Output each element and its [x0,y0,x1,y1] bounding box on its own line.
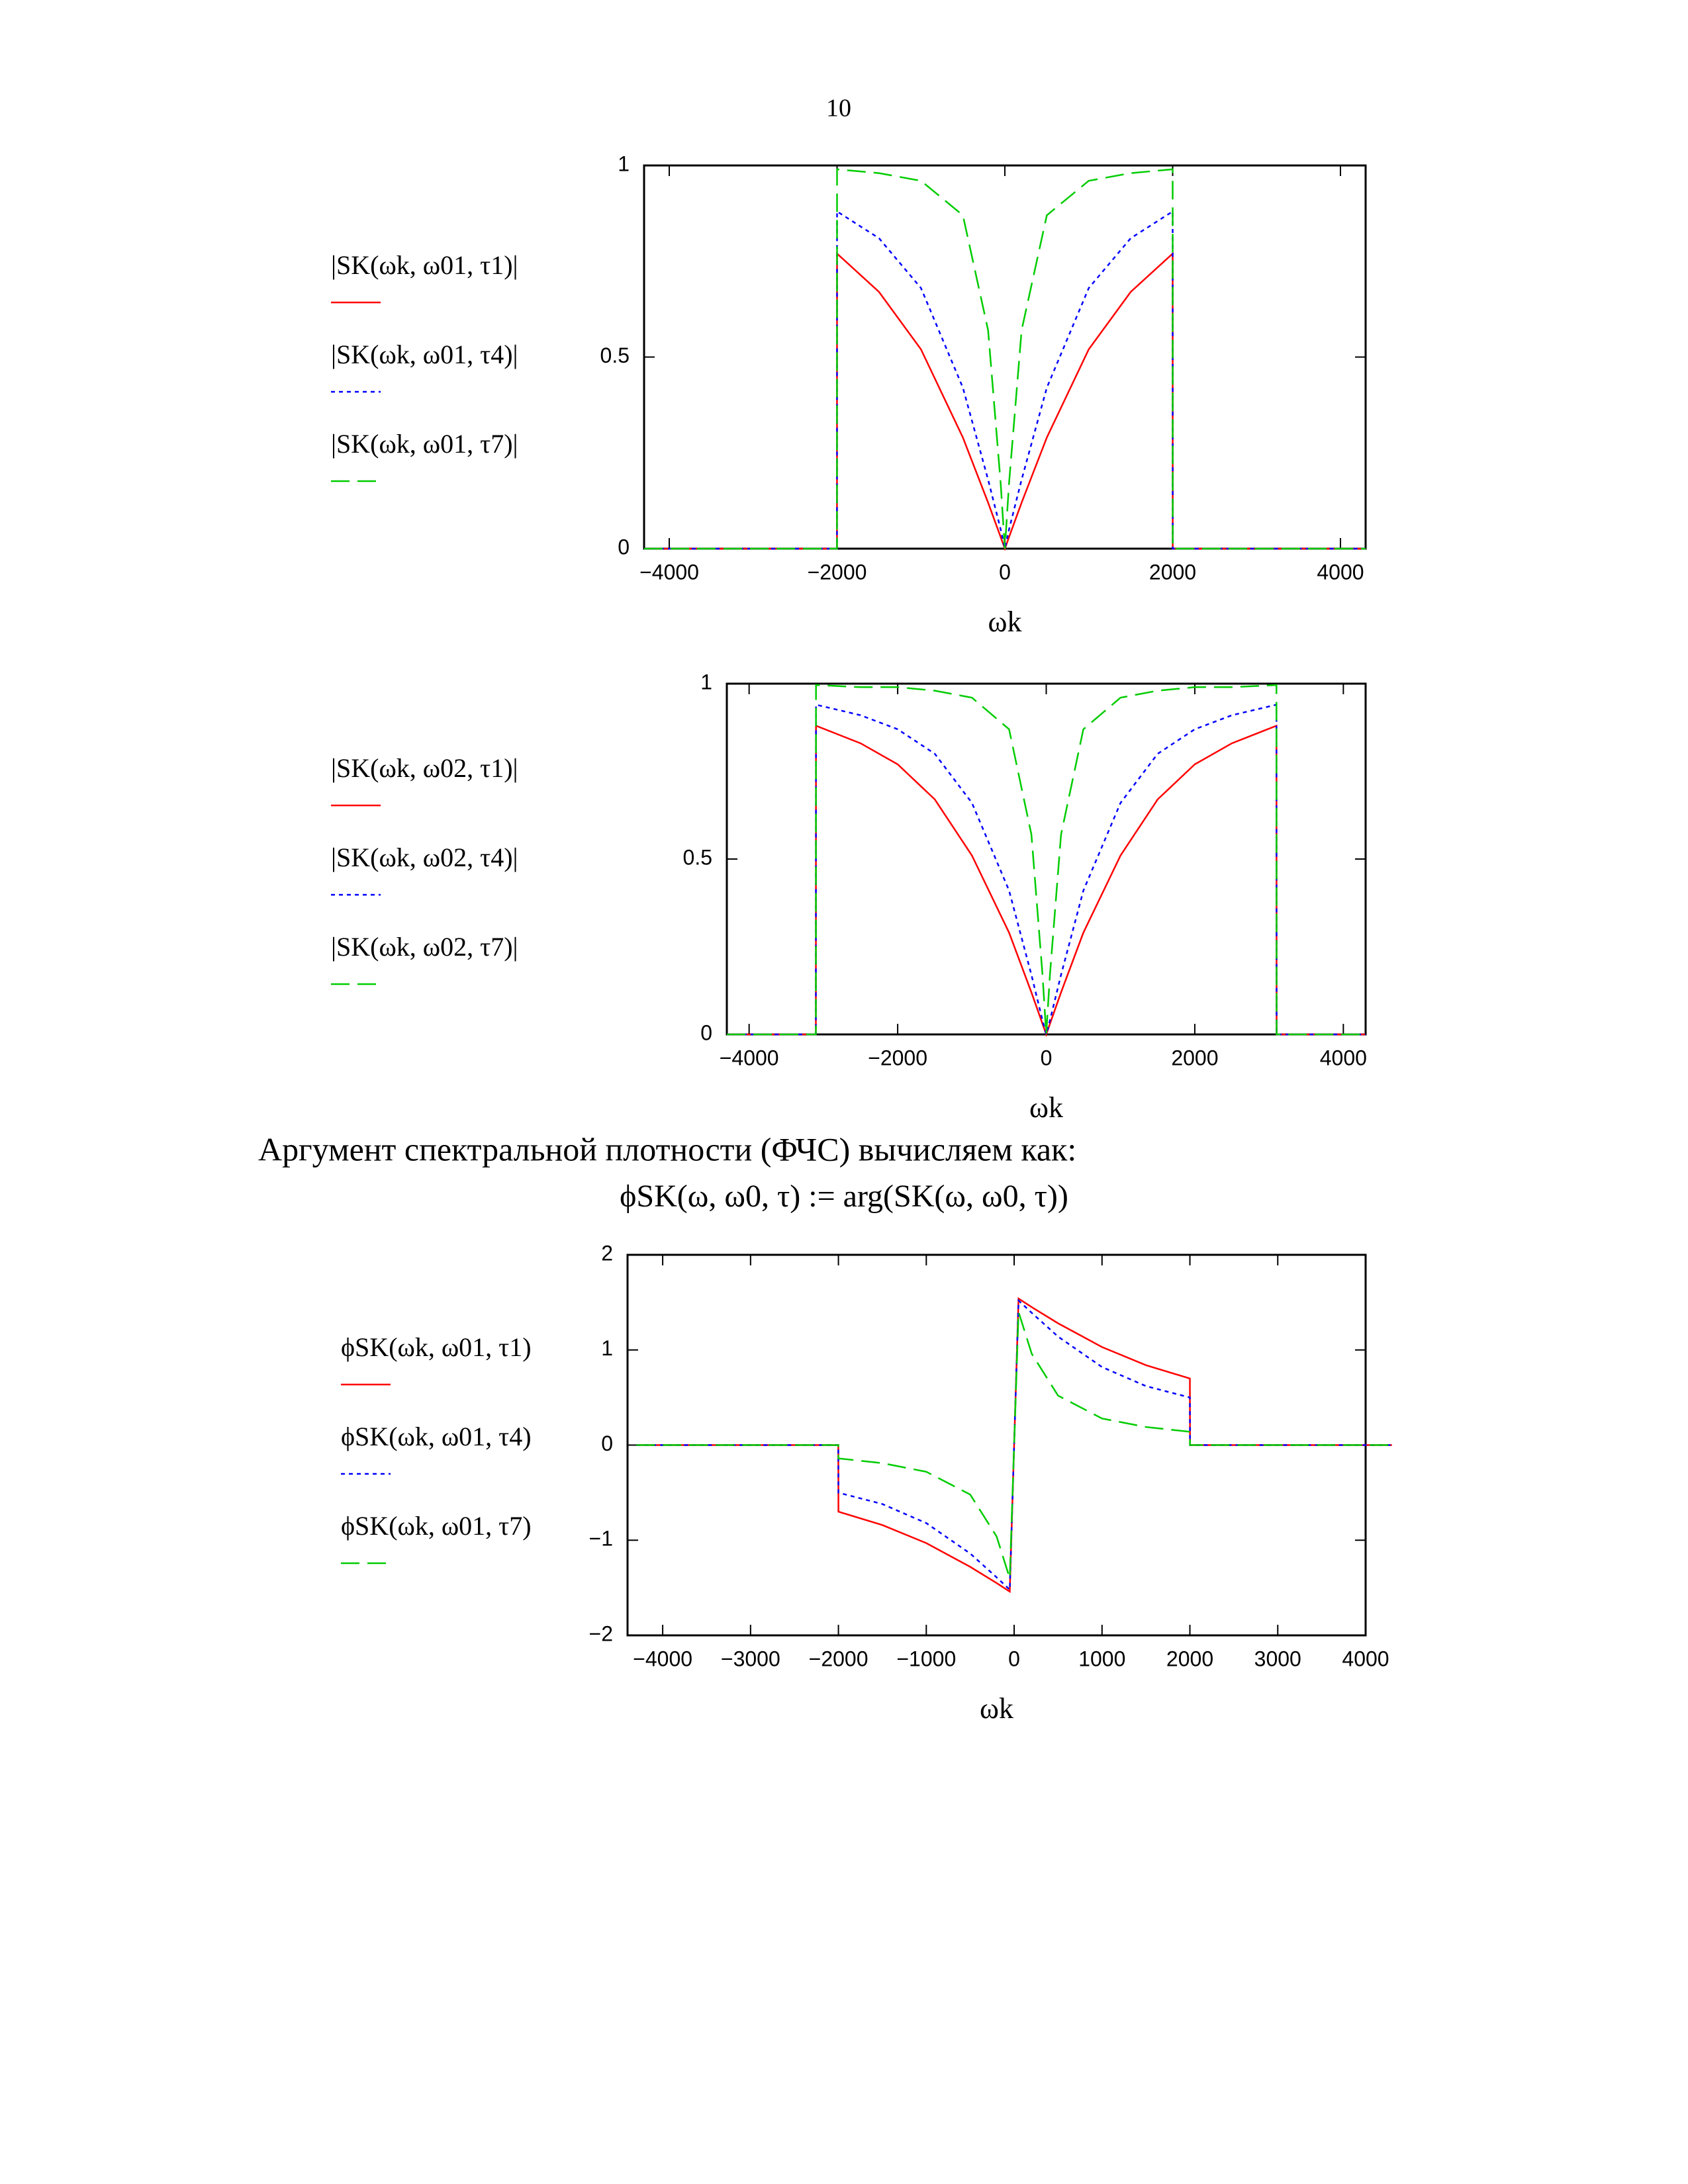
legend-label: ϕSK(ωk, ω01, τ4) [341,1422,532,1451]
x-tick-label: 4000 [1320,1046,1367,1069]
y-tick-label: 0 [601,1432,613,1455]
legend-label: ϕSK(ωk, ω01, τ1) [341,1332,532,1362]
x-tick-label: −2000 [868,1046,927,1069]
series-line [636,1297,1392,1594]
x-axis-label: ωk [980,1692,1013,1725]
legend-label: |SK(ωk, ω02, τ4)| [331,842,518,872]
x-tick-label: 4000 [1342,1647,1389,1670]
legend-label: |SK(ωk, ω01, τ1)| [331,250,518,280]
series-line [644,210,1366,550]
x-tick-label: 0 [1041,1046,1053,1069]
legend-label: ϕSK(ωk, ω01, τ7) [341,1511,532,1541]
x-tick-label: 2000 [1171,1046,1218,1069]
x-tick-label: 3000 [1254,1647,1301,1670]
y-tick-label: 1 [601,1336,613,1360]
x-tick-label: −1000 [896,1647,956,1670]
legend-label: |SK(ωk, ω01, τ7)| [331,429,518,459]
series-line [727,724,1366,1037]
y-tick-label: 0.5 [683,845,712,869]
x-axis-label: ωk [1029,1091,1063,1124]
x-tick-label: 1000 [1078,1647,1125,1670]
y-tick-label: −2 [589,1621,613,1645]
x-tick-label: 2000 [1166,1647,1213,1670]
series-line [636,1298,1392,1592]
series-line [644,168,1366,550]
legend-label: |SK(ωk, ω02, τ1)| [331,753,518,783]
series-line [727,704,1366,1038]
x-tick-label: 0 [999,560,1011,584]
y-tick-label: 0.5 [600,343,630,367]
plot-frame [643,164,1367,550]
legend-label: |SK(ωk, ω01, τ4)| [331,340,518,369]
x-tick-label: 0 [1008,1647,1020,1670]
legend-label: |SK(ωk, ω02, τ7)| [331,932,518,962]
x-tick-label: 4000 [1317,560,1364,584]
x-tick-label: −2000 [809,1647,868,1670]
x-tick-label: 2000 [1149,560,1196,584]
y-tick-label: 1 [700,670,712,694]
x-tick-label: −2000 [808,560,867,584]
page-number: 10 [826,95,851,122]
plot-frame [726,682,1367,1036]
x-tick-label: −3000 [721,1647,780,1670]
y-tick-label: −1 [589,1527,613,1551]
y-tick-label: 0 [700,1021,712,1044]
y-tick-label: 0 [618,535,630,559]
x-tick-label: −4000 [639,560,699,584]
paragraph: Аргумент спектральной плотности (ФЧС) вы… [258,1130,1076,1167]
series-line [727,684,1366,1036]
series-line [644,251,1366,551]
formula: ϕSK(ω, ω0, τ) := arg(SK(ω, ω0, τ)) [620,1179,1068,1214]
series-line [636,1311,1392,1579]
y-tick-label: 1 [618,152,630,175]
x-axis-label: ωk [988,606,1022,638]
x-tick-label: −4000 [633,1647,692,1670]
x-tick-label: −4000 [720,1046,779,1069]
y-tick-label: 2 [601,1241,613,1265]
